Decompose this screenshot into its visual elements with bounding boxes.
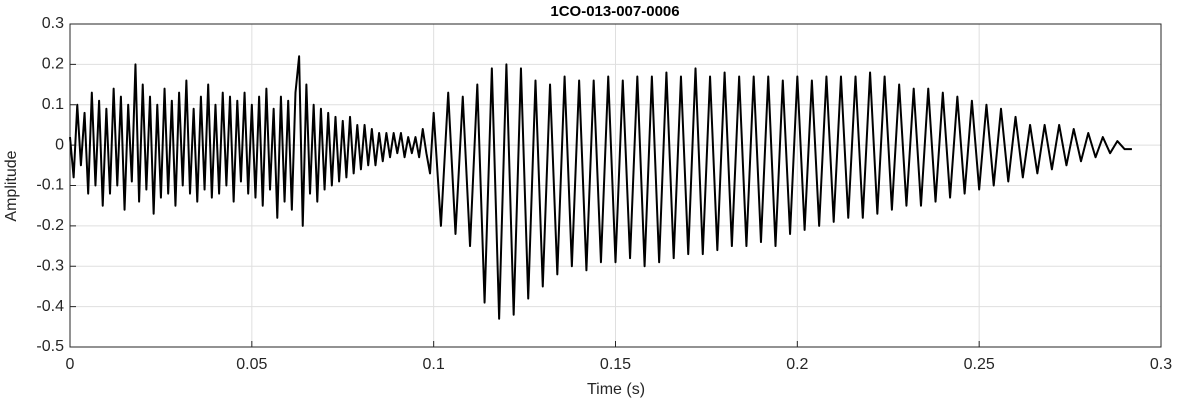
x-tick-label: 0.3 [1150, 356, 1172, 373]
x-tick-label: 0.1 [423, 356, 445, 373]
x-tick-label: 0.25 [964, 356, 995, 373]
x-tick-label: 0.05 [236, 356, 267, 373]
y-tick-label: -0.3 [36, 257, 64, 274]
chart-title: 1CO-013-007-0006 [550, 3, 679, 20]
waveform-line [69, 55, 1132, 320]
plot-frame [69, 23, 1162, 348]
y-tick-label: 0.2 [42, 56, 64, 73]
x-tick-label: 0.2 [786, 356, 808, 373]
x-axis-label: Time (s) [587, 381, 645, 398]
y-tick-label: -0.5 [36, 338, 64, 355]
y-tick-label: 0 [55, 136, 64, 153]
y-tick-label: 0.1 [42, 96, 64, 113]
y-axis-label: Amplitude [3, 150, 20, 221]
x-tick-label: 0.15 [600, 356, 631, 373]
y-tick-label: -0.1 [36, 177, 64, 194]
x-tick-label: 0 [66, 356, 75, 373]
y-tick-label: 0.3 [42, 15, 64, 32]
y-tick-label: -0.2 [36, 217, 64, 234]
y-tick-label: -0.4 [36, 298, 64, 315]
